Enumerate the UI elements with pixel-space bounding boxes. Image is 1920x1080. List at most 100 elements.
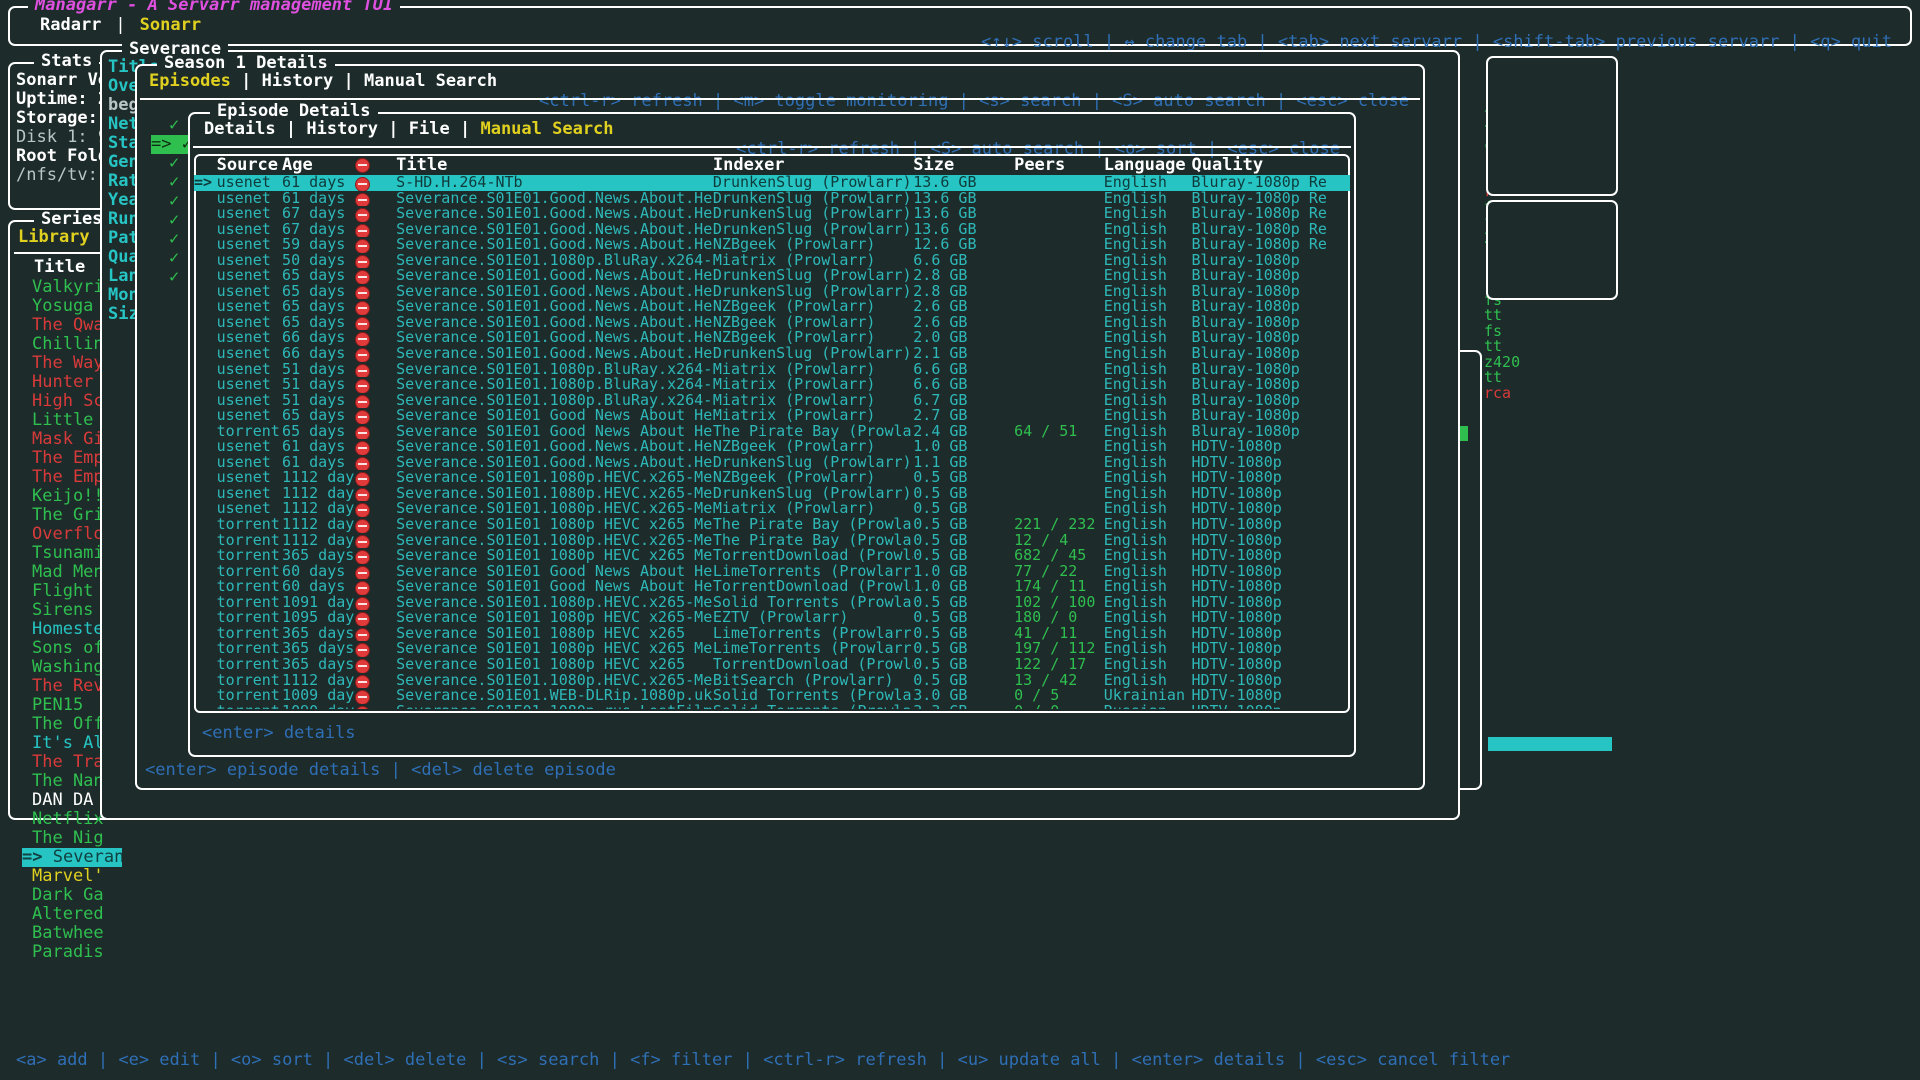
manual-search-row-selected[interactable]: => usenet 61 days S-HD.H.264-NTb DrunkenSlug… — [194, 175, 1350, 191]
manual-search-row[interactable]: torrent 365 days Severance S01E01 1080p HE… — [194, 641, 1350, 657]
series-list-item[interactable]: Chillin — [22, 335, 122, 354]
manual-search-row[interactable]: usenet 66 days Severance.S01E01.Good.News.… — [194, 330, 1350, 347]
manual-search-row[interactable]: torrent 60 days Severance S01E01 Good News… — [194, 579, 1350, 595]
tab-library[interactable]: Library — [18, 227, 90, 247]
cell-title: Severance S01E01 1080p HEVC x265 MeGusta… — [396, 641, 713, 657]
series-list[interactable]: Valkyri Yosuga The Qwa Chillin The Way Hunter… — [22, 278, 122, 962]
manual-search-row[interactable]: usenet 65 days Severance.S01E01.Good.News.… — [194, 284, 1350, 300]
cell-size: 0.5 GB — [913, 470, 968, 486]
manual-search-row[interactable]: usenet 50 days Severance.S01E01.1080p.BluR… — [194, 253, 1350, 269]
series-list-item[interactable]: The Rev — [22, 677, 122, 696]
series-list-item[interactable]: It's Al — [22, 734, 122, 753]
series-list-item[interactable]: Hunter — [22, 373, 122, 392]
cell-size: 13.6 GB — [913, 190, 977, 207]
manual-search-row[interactable]: torrent 365 days Severance S01E01 1080p HE… — [194, 657, 1350, 673]
series-list-item-selected[interactable]: => Severan — [22, 848, 122, 867]
tab-season-manual-search[interactable]: Manual Search — [364, 71, 498, 91]
series-list-item[interactable]: The Tra — [22, 753, 122, 772]
series-list-item[interactable]: Sirens — [22, 601, 122, 620]
series-list-item[interactable]: The Nig — [22, 829, 122, 848]
episode-row[interactable]: ✓ — [151, 268, 226, 287]
tab-file[interactable]: File — [408, 119, 450, 139]
series-list-item[interactable]: The Nan — [22, 772, 122, 791]
manual-search-row[interactable]: usenet 65 days Severance.S01E01.Good.News.… — [194, 315, 1350, 331]
series-list-item[interactable]: Overflo — [22, 525, 122, 544]
manual-search-row[interactable]: torrent 365 days Severance S01E01 1080p HE… — [194, 548, 1350, 564]
tab-details[interactable]: Details — [204, 119, 276, 139]
tab-season-history[interactable]: History — [261, 71, 334, 91]
series-list-item[interactable]: Mad Men — [22, 563, 122, 582]
tab-episodes[interactable]: Episodes — [149, 71, 231, 91]
tab-sonarr[interactable]: Sonarr — [139, 15, 202, 35]
episode-row[interactable]: ✓ — [151, 211, 226, 230]
cell-age: 51 days — [282, 392, 346, 409]
series-list-item[interactable]: Homeste — [22, 620, 122, 639]
manual-search-row[interactable]: usenet 61 days Severance.S01E01.Good.News.… — [194, 439, 1350, 455]
series-list-item[interactable]: The Way — [22, 354, 122, 373]
series-list-item[interactable]: High Sc — [22, 392, 122, 411]
manual-search-row[interactable]: usenet 65 days Severance.S01E01.Good.News.… — [194, 299, 1350, 315]
manual-search-row[interactable]: usenet 51 days Severance.S01E01.1080p.BluR… — [194, 362, 1350, 378]
series-list-item[interactable]: Tsunami — [22, 544, 122, 563]
background-list-item: fs — [1484, 321, 1503, 340]
series-list-item[interactable]: Paradis — [22, 943, 122, 962]
episode-tab-row[interactable]: Details | History | File | Manual Search — [204, 120, 614, 139]
series-list-item[interactable]: The Emp — [22, 468, 122, 487]
series-list-item[interactable]: DAN DA — [22, 791, 122, 810]
series-list-item[interactable]: PEN15 — [22, 696, 122, 715]
series-list-item[interactable]: The Off — [22, 715, 122, 734]
series-list-item[interactable]: Marvel' — [22, 867, 122, 886]
series-list-item[interactable]: Dark Ga — [22, 886, 122, 905]
series-list-item[interactable]: Mask Gi — [22, 430, 122, 449]
manual-search-row[interactable]: usenet 67 days Severance.S01E01.Good.News.… — [194, 206, 1350, 222]
manual-search-row[interactable]: usenet 65 days Severance S01E01 Good News … — [194, 408, 1350, 424]
episode-row[interactable]: ✓ — [151, 192, 226, 211]
manual-search-row[interactable]: usenet 1112 days Severance.S01E01.1080p.HE… — [194, 501, 1350, 518]
manual-search-row[interactable]: usenet 51 days Severance.S01E01.1080p.BluR… — [194, 377, 1350, 393]
servarr-tab-row[interactable]: Radarr | Sonarr — [26, 16, 215, 35]
episode-row[interactable]: ✓ — [151, 173, 226, 192]
episode-row[interactable]: ✓ — [151, 249, 226, 268]
series-list-item[interactable]: Sons of — [22, 639, 122, 658]
episode-row[interactable]: ✓ — [151, 154, 226, 173]
manual-search-row[interactable]: torrent 60 days Severance S01E01 Good News… — [194, 564, 1350, 580]
manual-search-row[interactable]: torrent 65 days Severance S01E01 Good News… — [194, 424, 1350, 440]
manual-search-row[interactable]: torrent 365 days Severance S01E01 1080p HE… — [194, 626, 1350, 642]
manual-search-row[interactable]: usenet 59 days Severance.S01E01.Good.News.… — [194, 237, 1350, 253]
series-list-item[interactable]: The Gri — [22, 506, 122, 525]
series-list-item[interactable]: The Qwa — [22, 316, 122, 335]
series-list-item[interactable]: Yosuga — [22, 297, 122, 316]
series-list-item[interactable]: Netflix — [22, 810, 122, 829]
manual-search-row[interactable]: usenet 1112 days Severance.S01E01.1080p.HE… — [194, 486, 1350, 502]
manual-search-row[interactable]: usenet 66 days Severance.S01E01.Good.News.… — [194, 346, 1350, 362]
tab-episode-manual-search[interactable]: Manual Search — [480, 119, 614, 139]
manual-search-row[interactable]: usenet 51 days Severance.S01E01.1080p.BluR… — [194, 393, 1350, 409]
tab-radarr[interactable]: Radarr — [40, 15, 102, 35]
manual-search-table[interactable]: Source Age Title Indexer Size Peers Language Qu… — [194, 156, 1350, 709]
series-list-item[interactable]: Washing — [22, 658, 122, 677]
series-list-item[interactable]: Valkyri — [22, 278, 122, 297]
manual-search-row[interactable]: torrent1090 days Severance.S01E01.1080p.r… — [194, 704, 1350, 709]
manual-search-row[interactable]: usenet 67 days Severance.S01E01.Good.News.… — [194, 222, 1350, 238]
series-list-item[interactable]: Batwhee — [22, 924, 122, 943]
episode-row[interactable]: ✓ — [151, 230, 226, 249]
series-tab-row[interactable]: Library | — [18, 228, 110, 247]
manual-search-row[interactable]: usenet 65 days Severance.S01E01.Good.News.… — [194, 268, 1350, 284]
series-list-item[interactable]: Flight — [22, 582, 122, 601]
series-list-item[interactable]: Altered — [22, 905, 122, 924]
manual-search-row[interactable]: usenet 61 days Severance.S01E01.Good.News.… — [194, 191, 1350, 207]
season-tab-row[interactable]: Episodes | History | Manual Search — [149, 72, 497, 91]
manual-search-row[interactable]: usenet 1112 days Severance.S01E01.1080p.HE… — [194, 470, 1350, 486]
series-list-item[interactable]: Little — [22, 411, 122, 430]
series-list-item[interactable]: The Emp — [22, 449, 122, 468]
manual-search-row[interactable]: usenet 61 days Severance.S01E01.Good.News.… — [194, 455, 1350, 471]
series-list-item[interactable]: Keijo!! — [22, 487, 122, 506]
tab-episode-history[interactable]: History — [306, 119, 379, 139]
episode-row[interactable]: ✓ — [151, 116, 226, 135]
